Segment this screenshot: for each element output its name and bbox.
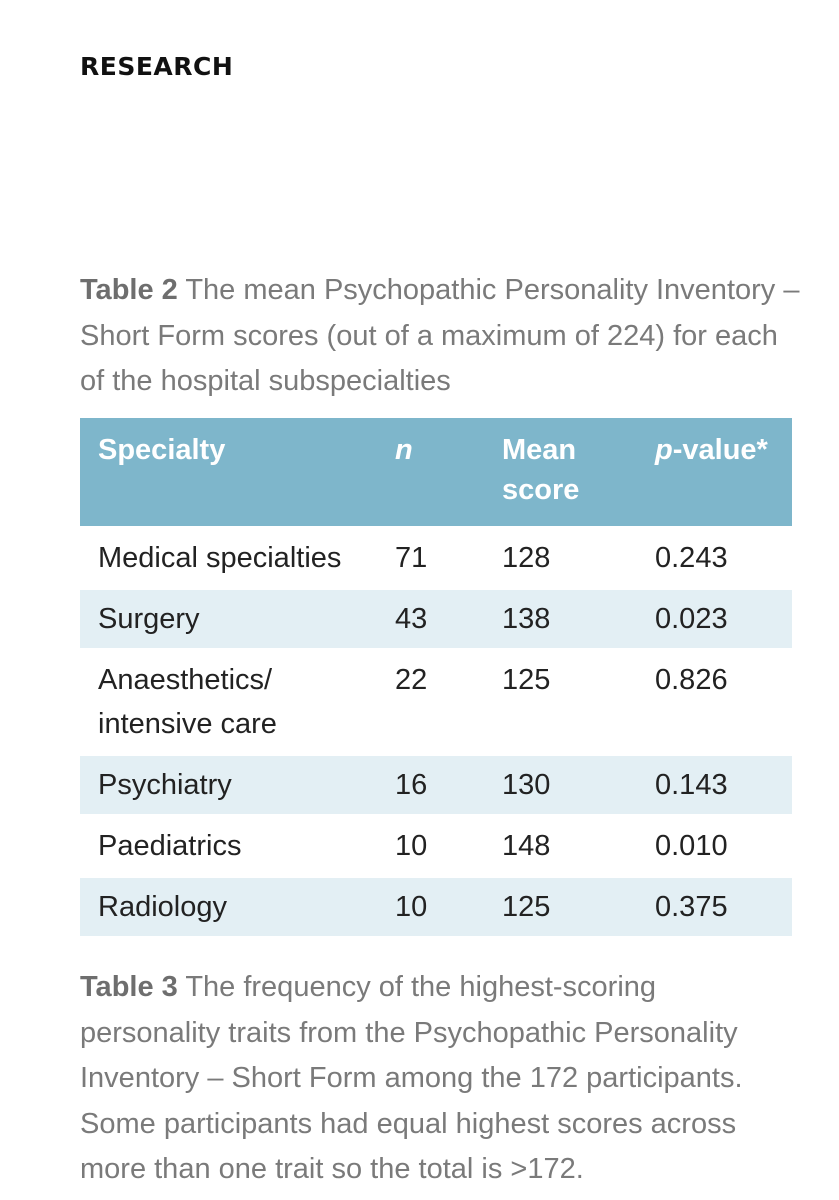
cell-mean: 148 bbox=[502, 830, 551, 862]
table-row: Medical specialties 71 128 0.243 bbox=[80, 527, 792, 589]
table-row: Paediatrics 10 148 0.010 bbox=[80, 815, 792, 877]
cell-specialty: Surgery bbox=[98, 603, 200, 635]
header-mean-score: Mean score bbox=[502, 418, 655, 528]
header-p-italic: p bbox=[655, 434, 673, 466]
table-row: Psychiatry 16 130 0.143 bbox=[80, 754, 792, 816]
header-n-label: n bbox=[395, 434, 413, 466]
header-mean-line1: Mean bbox=[502, 434, 577, 466]
table-3-caption: Table 3 The frequency of the highest-sco… bbox=[80, 965, 800, 1193]
cell-mean: 125 bbox=[502, 891, 551, 923]
cell-n: 10 bbox=[395, 830, 428, 862]
header-p-value: p-value* bbox=[655, 418, 792, 528]
cell-p-value: 0.143 bbox=[655, 769, 728, 801]
section-label: RESEARCH bbox=[80, 52, 234, 81]
cell-specialty-line2: intensive care bbox=[98, 708, 277, 740]
header-p-rest: -value* bbox=[672, 434, 768, 466]
table-3-caption-label: Table 3 bbox=[80, 971, 178, 1003]
table-2-caption-label: Table 2 bbox=[80, 274, 178, 306]
cell-n: 71 bbox=[395, 542, 428, 574]
cell-p-value: 0.826 bbox=[655, 664, 728, 696]
cell-specialty-line1: Anaesthetics/ bbox=[98, 664, 273, 696]
table-header-row: Specialty n Mean score p-value* bbox=[80, 418, 792, 528]
table-row: Surgery 43 138 0.023 bbox=[80, 588, 792, 650]
cell-specialty: Radiology bbox=[98, 891, 227, 923]
cell-n: 22 bbox=[395, 664, 428, 696]
cell-specialty: Medical specialties bbox=[98, 542, 342, 574]
header-mean-line2: score bbox=[502, 474, 580, 506]
cell-p-value: 0.243 bbox=[655, 542, 728, 574]
cell-mean: 128 bbox=[502, 542, 551, 574]
cell-n: 10 bbox=[395, 891, 428, 923]
cell-specialty: Psychiatry bbox=[98, 769, 232, 801]
cell-specialty: Anaesthetics/ intensive care bbox=[80, 650, 395, 755]
table-row: Radiology 10 125 0.375 bbox=[80, 876, 792, 936]
header-n: n bbox=[395, 418, 502, 528]
table-2-caption-text: The mean Psychopathic Personality Invent… bbox=[80, 274, 800, 397]
header-specialty: Specialty bbox=[98, 434, 226, 466]
cell-p-value: 0.375 bbox=[655, 891, 728, 923]
cell-mean: 130 bbox=[502, 769, 551, 801]
cell-mean: 138 bbox=[502, 603, 551, 635]
table-row: Anaesthetics/ intensive care 22 125 0.82… bbox=[80, 649, 792, 755]
cell-p-value: 0.023 bbox=[655, 603, 728, 635]
table-3-caption-text: The frequency of the highest-scoring per… bbox=[80, 971, 743, 1185]
cell-specialty: Paediatrics bbox=[98, 830, 242, 862]
table-2-caption: Table 2 The mean Psychopathic Personalit… bbox=[80, 268, 800, 405]
table-2: Specialty n Mean score p-value* Medical … bbox=[80, 418, 792, 936]
cell-n: 16 bbox=[395, 769, 428, 801]
cell-n: 43 bbox=[395, 603, 428, 635]
cell-mean: 125 bbox=[502, 664, 551, 696]
cell-p-value: 0.010 bbox=[655, 830, 728, 862]
